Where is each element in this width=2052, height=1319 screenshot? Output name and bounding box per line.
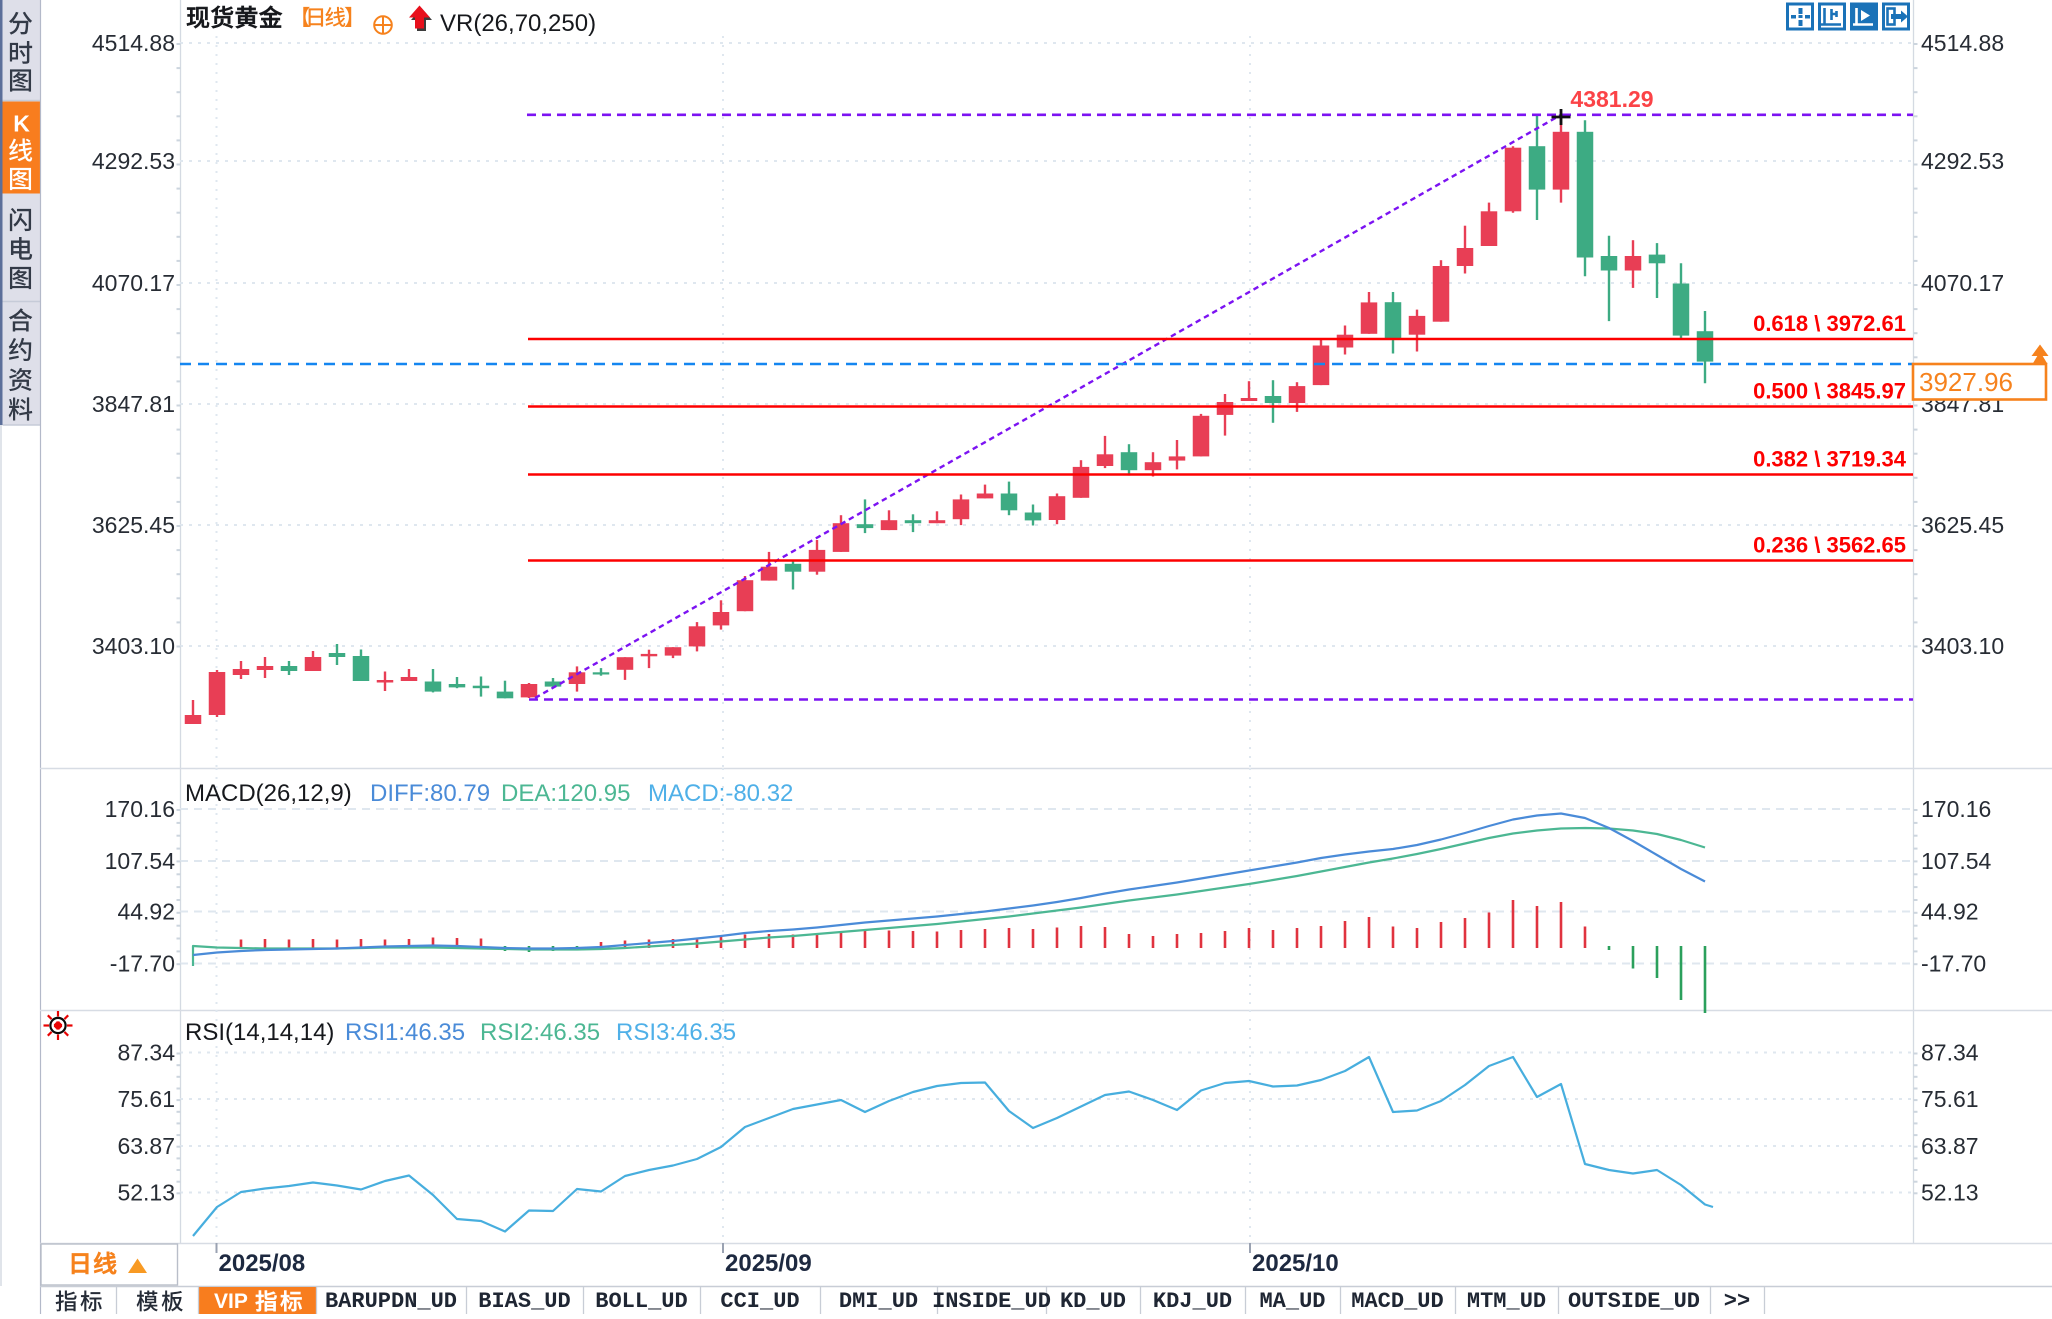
svg-text:4292.53: 4292.53 [1921,148,2004,174]
svg-text:VR(26,70,250): VR(26,70,250) [440,10,596,37]
svg-text:87.34: 87.34 [1921,1040,1979,1066]
svg-text:BARUPDN_UD: BARUPDN_UD [325,1289,457,1314]
svg-text:4070.17: 4070.17 [92,270,175,296]
svg-text:63.87: 63.87 [1921,1133,1979,1159]
svg-text:4514.88: 4514.88 [1921,30,2004,56]
svg-text:2025/08: 2025/08 [219,1250,306,1277]
svg-text:63.87: 63.87 [117,1133,175,1159]
svg-text:2025/09: 2025/09 [725,1250,812,1277]
svg-text:CCI_UD: CCI_UD [720,1289,799,1314]
svg-text:75.61: 75.61 [117,1086,175,1112]
svg-text:MTM_UD: MTM_UD [1467,1289,1546,1314]
svg-text:>>: >> [1724,1289,1750,1314]
svg-text:107.54: 107.54 [105,848,176,874]
svg-text:OUTSIDE_UD: OUTSIDE_UD [1568,1289,1700,1314]
svg-text:87.34: 87.34 [117,1040,175,1066]
svg-text:0.618 \ 3972.61: 0.618 \ 3972.61 [1753,311,1906,336]
svg-text:3625.45: 3625.45 [92,512,175,538]
svg-text:4381.29: 4381.29 [1570,86,1653,112]
svg-text:4292.53: 4292.53 [92,148,175,174]
svg-text:DIFF:80.79: DIFF:80.79 [370,780,490,807]
svg-text:RSI2:46.35: RSI2:46.35 [480,1019,600,1046]
svg-text:RSI1:46.35: RSI1:46.35 [345,1019,465,1046]
svg-text:RSI3:46.35: RSI3:46.35 [616,1019,736,1046]
svg-text:KDJ_UD: KDJ_UD [1153,1289,1232,1314]
svg-text:3847.81: 3847.81 [92,391,175,417]
svg-text:MACD_UD: MACD_UD [1351,1289,1443,1314]
svg-text:INSIDE_UD: INSIDE_UD [932,1289,1051,1314]
svg-text:DMI_UD: DMI_UD [839,1289,918,1314]
svg-text:3403.10: 3403.10 [92,633,175,659]
svg-text:75.61: 75.61 [1921,1086,1979,1112]
svg-text:2025/10: 2025/10 [1252,1250,1339,1277]
svg-text:BOLL_UD: BOLL_UD [595,1289,687,1314]
svg-text:DEA:120.95: DEA:120.95 [501,780,630,807]
svg-text:MACD:-80.32: MACD:-80.32 [648,780,793,807]
svg-text:RSI(14,14,14): RSI(14,14,14) [185,1019,334,1046]
svg-text:BIAS_UD: BIAS_UD [478,1289,570,1314]
svg-text:170.16: 170.16 [1921,796,1991,822]
svg-text:MACD(26,12,9): MACD(26,12,9) [185,780,352,807]
svg-text:4514.88: 4514.88 [92,30,175,56]
svg-text:170.16: 170.16 [105,796,175,822]
svg-text:0.500 \ 3845.97: 0.500 \ 3845.97 [1753,379,1906,404]
svg-text:3403.10: 3403.10 [1921,633,2004,659]
svg-text:52.13: 52.13 [117,1180,175,1206]
svg-text:-17.70: -17.70 [110,951,175,977]
svg-text:VIP: VIP [214,1290,248,1313]
svg-text:KD_UD: KD_UD [1060,1289,1126,1314]
svg-text:4070.17: 4070.17 [1921,270,2004,296]
svg-text:-17.70: -17.70 [1921,951,1986,977]
svg-text:44.92: 44.92 [117,899,175,925]
svg-text:44.92: 44.92 [1921,899,1979,925]
svg-text:0.382 \ 3719.34: 0.382 \ 3719.34 [1753,447,1907,472]
svg-text:K: K [13,111,30,137]
svg-text:107.54: 107.54 [1921,848,1992,874]
svg-text:3927.96: 3927.96 [1919,367,2013,397]
svg-text:0.236 \ 3562.65: 0.236 \ 3562.65 [1753,533,1906,558]
svg-text:52.13: 52.13 [1921,1180,1979,1206]
svg-text:3625.45: 3625.45 [1921,512,2004,538]
svg-text:MA_UD: MA_UD [1259,1289,1325,1314]
